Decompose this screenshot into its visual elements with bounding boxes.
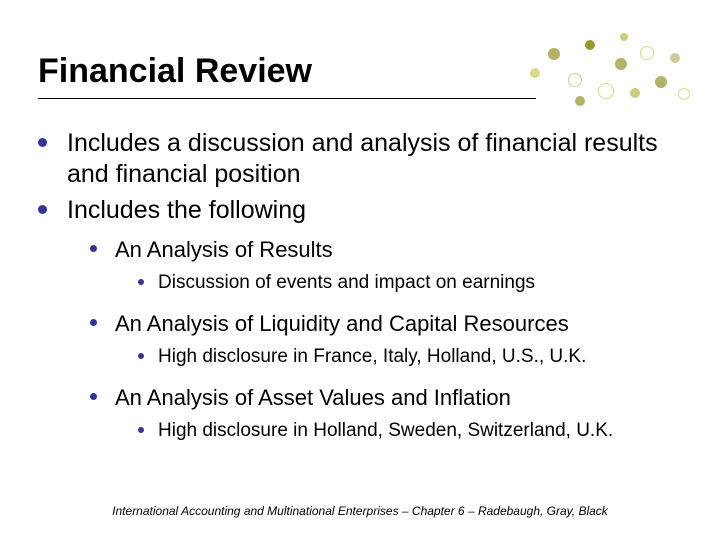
bullet-lvl3-text: High disclosure in Holland, Sweden, Swit…	[158, 419, 613, 444]
deco-dot	[640, 46, 654, 60]
deco-dot	[630, 88, 640, 98]
bullet-lvl2: An Analysis of Liquidity and Capital Res…	[90, 310, 690, 338]
footer-citation: International Accounting and Multination…	[0, 504, 720, 518]
bullet-lvl2: An Analysis of Asset Values and Inflatio…	[90, 384, 690, 412]
bullet-dot-icon	[90, 245, 97, 252]
bullet-lvl2-text: An Analysis of Asset Values and Inflatio…	[115, 384, 511, 412]
bullet-lvl3: High disclosure in France, Italy, Hollan…	[138, 345, 690, 370]
bullet-dot-icon	[138, 353, 144, 359]
deco-dot	[670, 53, 680, 63]
bullet-lvl3: High disclosure in Holland, Sweden, Swit…	[138, 419, 690, 444]
bullet-lvl1-text: Includes a discussion and analysis of fi…	[67, 128, 690, 189]
bullet-lvl2-text: An Analysis of Results	[115, 236, 333, 264]
content-area: Includes a discussion and analysis of fi…	[38, 128, 690, 458]
deco-dot	[575, 96, 585, 106]
bullet-dot-icon	[138, 279, 144, 285]
bullet-lvl1: Includes the following	[38, 195, 690, 226]
decoration-dots	[520, 28, 700, 118]
bullet-lvl1-text: Includes the following	[67, 195, 306, 226]
bullet-lvl3-text: Discussion of events and impact on earni…	[158, 271, 535, 296]
bullet-dot-icon	[138, 427, 144, 433]
deco-dot	[530, 68, 540, 78]
lvl3-container: High disclosure in Holland, Sweden, Swit…	[138, 419, 690, 444]
bullet-dot-icon	[38, 205, 47, 214]
lvl3-container: High disclosure in France, Italy, Hollan…	[138, 345, 690, 370]
bullet-lvl3-text: High disclosure in France, Italy, Hollan…	[158, 345, 586, 370]
deco-dot	[678, 88, 690, 100]
deco-dot	[620, 33, 628, 41]
bullet-dot-icon	[90, 393, 97, 400]
deco-dot	[655, 76, 667, 88]
title-underline	[38, 98, 536, 99]
bullet-lvl2-text: An Analysis of Liquidity and Capital Res…	[115, 310, 569, 338]
deco-dot	[548, 48, 560, 60]
bullet-lvl2: An Analysis of Results	[90, 236, 690, 264]
lvl3-container: Discussion of events and impact on earni…	[138, 271, 690, 296]
deco-dot	[568, 73, 582, 87]
bullet-lvl1: Includes a discussion and analysis of fi…	[38, 128, 690, 189]
deco-dot	[615, 58, 627, 70]
deco-dot	[585, 40, 595, 50]
deco-dot	[598, 83, 614, 99]
bullet-dot-icon	[90, 319, 97, 326]
lvl2-container: An Analysis of Results Discussion of even…	[90, 236, 690, 445]
slide-title: Financial Review	[38, 52, 312, 91]
bullet-dot-icon	[38, 138, 47, 147]
bullet-lvl3: Discussion of events and impact on earni…	[138, 271, 690, 296]
